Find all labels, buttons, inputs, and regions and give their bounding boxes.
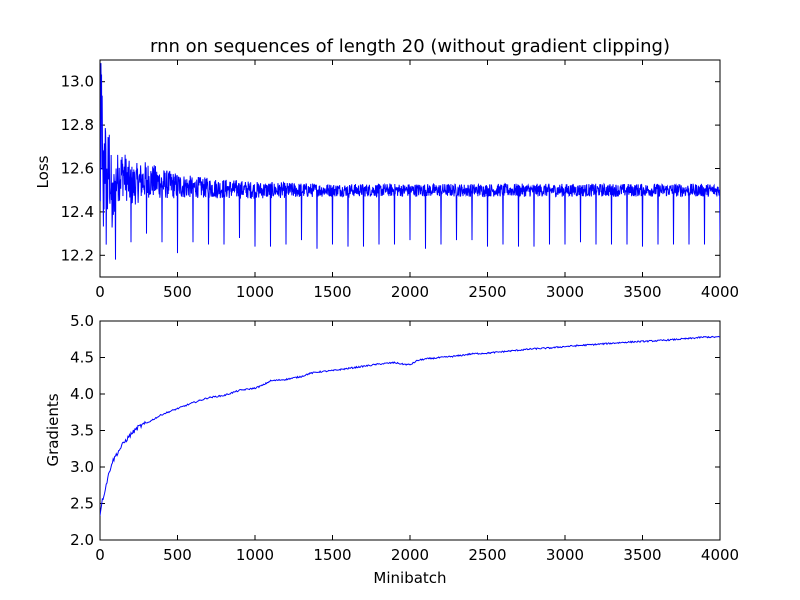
- loss-y-ticks: 12.2 12.4 12.6 12.8 13.0: [61, 73, 720, 264]
- loss-series-line: [100, 63, 720, 260]
- loss-x-tick-label: 3000: [546, 283, 584, 301]
- loss-y-tick-label: 13.0: [61, 73, 94, 91]
- gradients-x-tick-label: 500: [163, 546, 192, 564]
- loss-y-tick-label: 12.4: [61, 203, 94, 221]
- gradients-x-tick-label: 3500: [623, 546, 661, 564]
- loss-y-axis-label: Loss: [34, 155, 52, 188]
- loss-x-tick-label: 500: [163, 283, 192, 301]
- loss-x-tick-label: 2000: [391, 283, 429, 301]
- gradients-x-tick-label: 1500: [313, 546, 351, 564]
- gradients-y-tick-label: 5.0: [70, 312, 94, 330]
- loss-x-tick-label: 2500: [468, 283, 506, 301]
- gradients-y-ticks: 2.0 2.5 3.0 3.5 4.0 4.5 5.0: [70, 312, 720, 549]
- loss-x-ticks: 0 500 1000 1500 2000 2500 3000 3500 4000: [95, 60, 739, 301]
- gradients-y-tick-label: 3.0: [70, 458, 94, 476]
- gradients-x-tick-label: 2500: [468, 546, 506, 564]
- gradients-x-tick-label: 1000: [236, 546, 274, 564]
- gradients-y-tick-label: 2.5: [70, 495, 94, 513]
- gradients-y-axis-label: Gradients: [44, 393, 62, 466]
- gradients-x-tick-label: 0: [95, 546, 105, 564]
- gradients-y-tick-label: 4.5: [70, 349, 94, 367]
- loss-y-tick-label: 12.8: [61, 116, 94, 134]
- gradients-y-tick-label: 3.5: [70, 422, 94, 440]
- gradients-x-tick-label: 3000: [546, 546, 584, 564]
- loss-x-tick-label: 1000: [236, 283, 274, 301]
- gradients-x-tick-label: 4000: [701, 546, 739, 564]
- gradients-x-ticks: 0 500 1000 1500 2000 2500 3000 3500 4000: [95, 321, 739, 564]
- loss-x-tick-label: 3500: [623, 283, 661, 301]
- gradients-series-group: [100, 335, 720, 516]
- loss-x-tick-label: 1500: [313, 283, 351, 301]
- loss-chart: rnn on sequences of length 20 (without g…: [34, 36, 739, 301]
- loss-chart-title: rnn on sequences of length 20 (without g…: [150, 36, 670, 57]
- loss-x-tick-label: 4000: [701, 283, 739, 301]
- gradients-y-tick-label: 2.0: [70, 531, 94, 549]
- gradients-x-axis-label: Minibatch: [373, 569, 446, 587]
- gradients-x-tick-label: 2000: [391, 546, 429, 564]
- loss-y-tick-label: 12.6: [61, 160, 94, 178]
- gradients-chart: Gradients Minibatch 0 500 1000 1500 2000 2500…: [44, 312, 739, 587]
- loss-y-tick-label: 12.2: [61, 246, 94, 264]
- gradients-series-line: [100, 335, 720, 516]
- loss-series-group: [100, 63, 720, 260]
- loss-x-tick-label: 0: [95, 283, 105, 301]
- gradients-y-tick-label: 4.0: [70, 385, 94, 403]
